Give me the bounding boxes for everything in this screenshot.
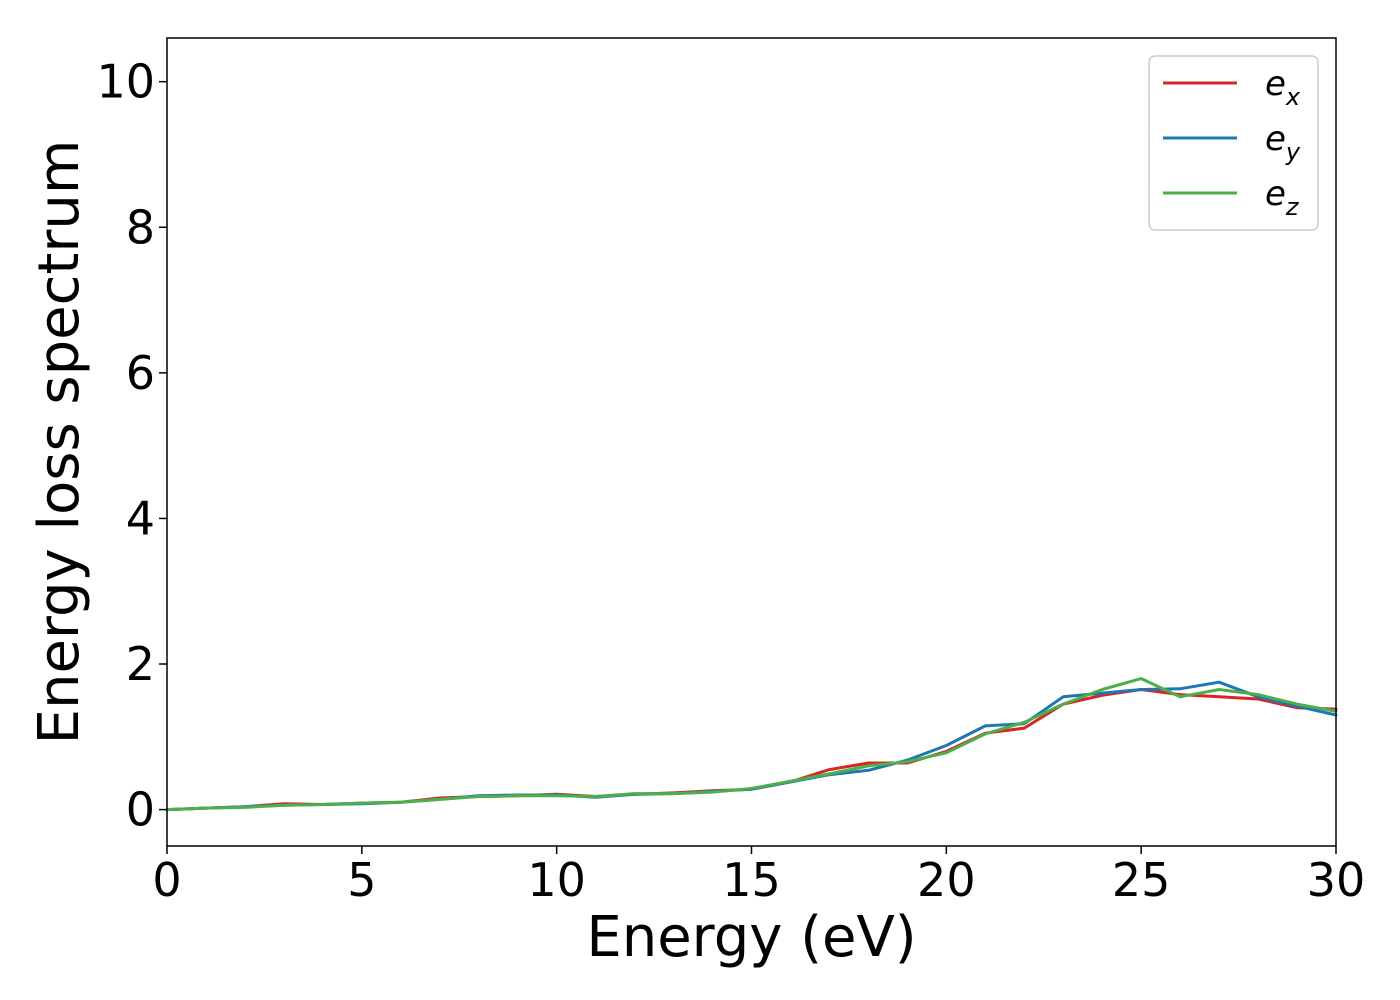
series-line-z — [165, 677, 1338, 812]
y-tick-label: 4 — [126, 491, 155, 545]
legend-label-x: ex — [1265, 64, 1301, 111]
legend-label-z: ez — [1265, 174, 1300, 221]
x-tick-label: 30 — [1307, 853, 1366, 907]
y-tick-label: 8 — [126, 200, 155, 254]
x-tick-label: 5 — [347, 853, 376, 907]
series-lines — [165, 677, 1338, 812]
legend-box — [1148, 55, 1319, 231]
y-tick-label: 10 — [96, 55, 155, 109]
legend: ex ey ez — [1148, 55, 1319, 231]
legend-label-y: ey — [1265, 119, 1301, 166]
plot-area — [167, 38, 1336, 846]
x-axis-label: Energy (eV) — [586, 905, 916, 970]
y-tick-label: 2 — [126, 637, 155, 691]
y-tick-label: 0 — [126, 783, 155, 837]
x-axis: 0 5 10 15 20 25 30 — [152, 846, 1365, 907]
x-tick-label: 10 — [527, 853, 586, 907]
x-tick-label: 20 — [917, 853, 976, 907]
x-tick-label: 0 — [152, 853, 181, 907]
y-axis: 0 2 4 6 8 10 — [96, 55, 167, 837]
y-axis-label: Energy loss spectrum — [27, 140, 92, 745]
x-tick-label: 15 — [722, 853, 781, 907]
x-tick-label: 25 — [1112, 853, 1171, 907]
y-tick-label: 6 — [126, 346, 155, 400]
